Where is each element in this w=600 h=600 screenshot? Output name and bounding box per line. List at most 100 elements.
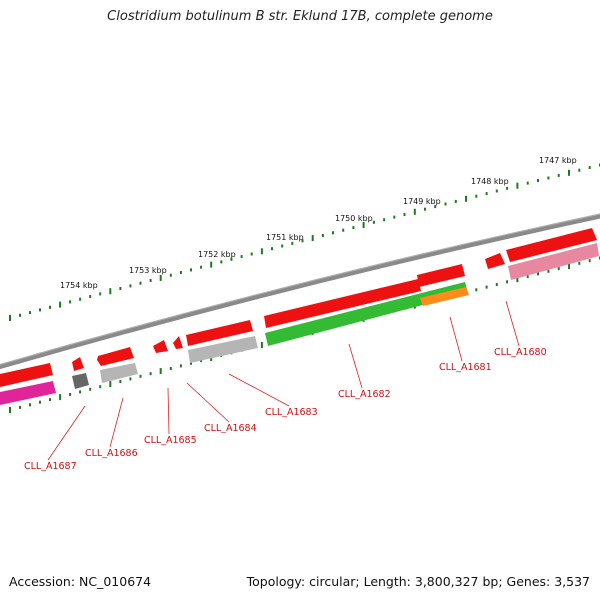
feature-grey-1684[interactable] — [188, 336, 258, 363]
feature-orange-1681[interactable] — [420, 287, 469, 306]
label-leader-lines — [47, 300, 520, 461]
leader-1686 — [109, 397, 124, 448]
inner-ruler-tick — [129, 377, 132, 381]
gene-label-1687[interactable]: CLL_A1687 — [24, 461, 77, 472]
outer-ruler-tick — [99, 292, 102, 296]
gene-arrow-fwd-1686[interactable] — [97, 347, 134, 366]
gene-label-1682[interactable]: CLL_A1682 — [338, 389, 391, 400]
outer-ruler-tick — [169, 273, 172, 277]
outer-ruler-tick — [190, 268, 192, 272]
outer-ruler-tick — [59, 301, 62, 308]
outer-ruler-tick — [19, 313, 21, 317]
leader-1682 — [348, 343, 363, 389]
outer-ruler-tick — [495, 189, 498, 193]
kbp-label-1754: 1754 kbp — [60, 281, 98, 290]
outer-ruler-tick — [159, 274, 162, 281]
leader-1687 — [47, 405, 86, 461]
inner-ruler-tick — [260, 342, 263, 348]
gene-arrow-fwd-1685[interactable] — [153, 340, 168, 353]
leader-1685 — [167, 387, 170, 435]
outer-ruler-tick — [179, 271, 182, 274]
inner-ruler-tick — [557, 267, 560, 271]
inner-ruler-tick — [578, 261, 581, 265]
outer-ruler-tick — [526, 181, 529, 185]
inner-ruler-tick — [89, 387, 92, 391]
inner-ruler-tick — [568, 263, 570, 269]
gene-arrow-fwd-1686-small[interactable] — [72, 357, 84, 371]
gene-label-1684[interactable]: CLL_A1684 — [204, 423, 257, 434]
inner-ruler-tick — [109, 381, 112, 388]
feature-magenta[interactable] — [0, 381, 56, 405]
outer-ruler-tick — [403, 213, 406, 216]
inner-ruler-tick — [79, 390, 82, 394]
outer-ruler-tick — [434, 205, 437, 209]
outer-ruler-tick — [220, 260, 223, 264]
kbp-label-1751: 1751 kbp — [266, 233, 304, 242]
outer-ruler-tick — [578, 168, 581, 172]
outer-ruler-tick — [485, 192, 488, 196]
outer-ruler-tick — [250, 252, 253, 256]
gene-label-1685[interactable]: CLL_A1685 — [144, 435, 197, 446]
outer-ruler-tick — [332, 231, 334, 235]
gene-arrow-fwd-1685b[interactable] — [173, 336, 183, 349]
inner-ruler-tick — [149, 372, 152, 376]
leader-1680 — [505, 300, 520, 347]
inner-ruler-tick — [588, 259, 591, 263]
outer-ruler-tick — [413, 208, 416, 215]
inner-ruler-tick — [495, 283, 498, 286]
feature-green-1682[interactable] — [265, 282, 468, 346]
gene-arrow-fwd-1684[interactable] — [186, 320, 253, 346]
inner-ruler-tick — [537, 272, 539, 276]
inner-ruler-tick — [49, 398, 51, 402]
inner-ruler-tick — [39, 400, 41, 404]
outer-ruler-tick — [89, 295, 92, 298]
outer-ruler-tick — [240, 255, 243, 259]
feature-pink-1680[interactable] — [508, 243, 599, 280]
outer-ruler-tick — [444, 202, 447, 206]
gene-label-1680[interactable]: CLL_A1680 — [494, 347, 547, 358]
outer-ruler-tick — [362, 222, 365, 228]
gene-label-1686[interactable]: CLL_A1686 — [85, 448, 138, 459]
outer-ruler-tick — [454, 199, 457, 203]
gene-arrow-fwd-1680a[interactable] — [485, 253, 505, 269]
gene-arrow-fwd-1687[interactable] — [0, 363, 53, 387]
forward-strand-genes — [0, 228, 597, 387]
genome-backbone-highlight — [0, 213, 600, 366]
kbp-label-1753: 1753 kbp — [129, 266, 167, 275]
outer-ruler-tick — [516, 182, 519, 189]
outer-ruler-tick — [424, 207, 426, 211]
gene-arrow-fwd-1682[interactable] — [264, 279, 421, 328]
accession-text: Accession: NC_010674 — [9, 574, 152, 589]
outer-ruler-tick — [321, 234, 324, 237]
feature-track — [0, 243, 599, 405]
feature-grey-1686[interactable] — [100, 363, 138, 383]
gene-arrow-fwd-1680[interactable] — [506, 228, 597, 262]
inner-ruler-tick — [59, 394, 62, 401]
outer-ruler-tick — [291, 241, 294, 245]
outer-ruler-tick — [260, 248, 263, 255]
inner-ruler-tick — [547, 269, 550, 273]
inner-ruler-tick — [506, 280, 509, 284]
gene-label-1681[interactable]: CLL_A1681 — [439, 362, 492, 373]
outer-ruler-tick — [139, 281, 142, 285]
outer-ruler-tick — [506, 186, 509, 190]
outer-ruler-tick — [69, 300, 72, 304]
inner-ruler-tick — [99, 385, 102, 389]
inner-ruler-tick — [516, 276, 519, 283]
gene-arrow-fwd-1681[interactable] — [417, 264, 465, 287]
outer-ruler-tick — [588, 166, 591, 170]
genome-summary-text: Topology: circular; Length: 3,800,327 bp… — [246, 574, 590, 589]
gene-labels: CLL_A1687 CLL_A1686 CLL_A1685 CLL_A1684 … — [24, 347, 547, 472]
outer-ruler-tick — [568, 169, 570, 176]
gene-label-1683[interactable]: CLL_A1683 — [265, 407, 318, 418]
inner-ruler-tick — [200, 359, 203, 363]
outer-ruler-tick — [537, 179, 539, 182]
outer-ruler-tick — [200, 265, 203, 269]
kbp-label-1749: 1749 kbp — [403, 197, 441, 206]
kbp-label-1750: 1750 kbp — [335, 214, 373, 223]
inner-ruler-tick — [169, 367, 172, 370]
feature-darkgrey[interactable] — [72, 373, 89, 389]
outer-ruler-tick — [79, 297, 82, 301]
outer-ruler-tick — [557, 173, 560, 177]
outer-ruler-tick — [39, 308, 41, 312]
